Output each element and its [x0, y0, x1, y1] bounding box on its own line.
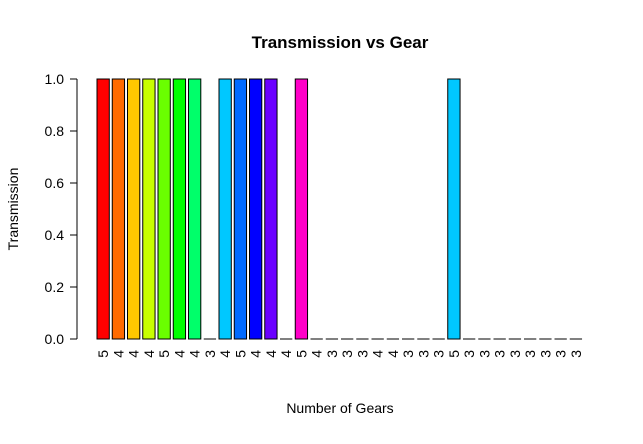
chart-title: Transmission vs Gear [252, 33, 429, 52]
bar [157, 78, 171, 340]
x-tick-label: 5 [95, 350, 111, 358]
x-tick-label: 4 [370, 350, 386, 358]
bars [96, 78, 583, 340]
x-tick-label: 5 [156, 350, 172, 358]
bar [264, 78, 278, 340]
bar [218, 78, 232, 340]
y-axis: 0.0 0.2 0.4 0.6 0.8 1.0 [45, 71, 78, 347]
bar [447, 78, 461, 340]
x-tick-label: 4 [141, 350, 157, 358]
x-tick-label: 3 [553, 350, 569, 358]
bar [233, 78, 248, 340]
x-tick-label: 5 [232, 350, 248, 358]
y-tick-label: 0.2 [45, 279, 65, 295]
y-axis-label: Transmission [5, 168, 21, 251]
x-tick-label: 3 [492, 350, 508, 358]
x-tick-label: 4 [217, 350, 233, 358]
x-tick-label: 4 [278, 350, 294, 358]
x-tick-label: 4 [171, 350, 187, 358]
x-tick-label: 3 [568, 350, 584, 358]
y-tick-label: 0.6 [45, 175, 65, 191]
bar [294, 78, 309, 340]
x-tick-label: 4 [309, 350, 325, 358]
x-tick-label: 3 [400, 350, 416, 358]
y-tick-label: 0.0 [45, 331, 65, 347]
x-tick-label: 3 [537, 350, 553, 358]
bar [142, 78, 156, 340]
x-tick-label: 3 [507, 350, 523, 358]
x-tick-label: 3 [461, 350, 477, 358]
x-tick-label: 4 [248, 350, 264, 358]
x-tick-label: 3 [476, 350, 492, 358]
x-tick-label: 4 [110, 350, 126, 358]
y-tick-label: 0.4 [45, 227, 65, 243]
bar [111, 78, 126, 340]
x-tick-label: 3 [339, 350, 355, 358]
bar [172, 78, 187, 340]
x-tick-label: 5 [293, 350, 309, 358]
y-tick-label: 1.0 [45, 71, 65, 87]
bar [127, 78, 141, 340]
x-tick-label: 3 [522, 350, 538, 358]
bar [249, 78, 263, 340]
x-tick-label: 3 [431, 350, 447, 358]
y-tick-label: 0.8 [45, 123, 65, 139]
x-tick-label: 4 [263, 350, 279, 358]
x-axis-label: Number of Gears [286, 400, 393, 416]
bar [188, 78, 202, 340]
bar [96, 78, 110, 340]
x-tick-label: 4 [385, 350, 401, 358]
x-tick-label: 4 [187, 350, 203, 358]
x-tick-label: 3 [324, 350, 340, 358]
x-tick-label: 3 [354, 350, 370, 358]
x-tick-label: 3 [415, 350, 431, 358]
x-tick-label: 4 [126, 350, 142, 358]
x-tick-label: 5 [446, 350, 462, 358]
x-tick-label: 3 [202, 350, 218, 358]
